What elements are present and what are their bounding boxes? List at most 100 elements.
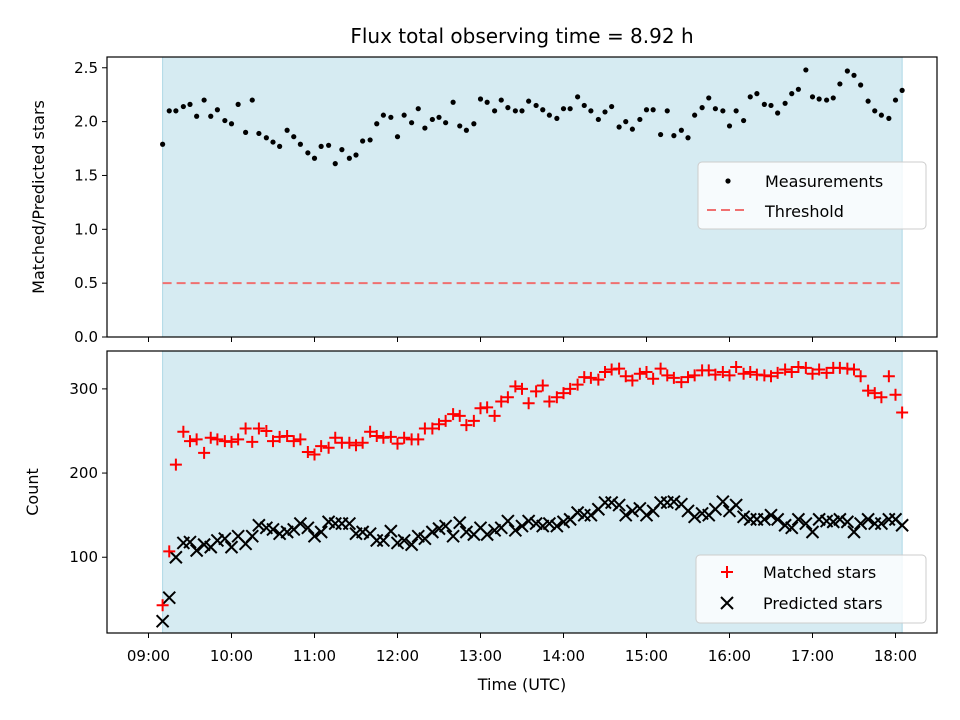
predicted-point [515, 519, 529, 533]
measurement-point [208, 113, 214, 119]
measurement-point [851, 72, 857, 78]
measurement-point [602, 109, 608, 115]
measurement-point [326, 142, 332, 148]
predicted-point [397, 533, 411, 548]
predicted-point [438, 519, 453, 533]
matched-point [702, 364, 715, 377]
matched-point [806, 367, 819, 380]
matched-point [384, 430, 397, 443]
matched-point [654, 362, 667, 375]
measurement-point [664, 108, 670, 114]
measurement-point [180, 103, 186, 110]
measurement-point [643, 107, 650, 113]
measurement-point [554, 115, 560, 121]
measurement-point [789, 91, 795, 97]
measurement-point [512, 108, 518, 114]
matched-point [633, 367, 646, 380]
measurement-point [360, 138, 366, 144]
x-tick-label: 10:00 [210, 647, 253, 665]
measurement-point [339, 147, 345, 153]
measurement-point [865, 98, 871, 104]
measurement-point [650, 107, 656, 113]
measurement-point [775, 110, 781, 116]
measurement-point [160, 141, 166, 147]
measurement-point [380, 112, 386, 118]
measurement-point [658, 131, 664, 138]
predicted-point [169, 550, 183, 564]
bottom-y-tick-label: 100 [69, 548, 98, 566]
measurement-point [277, 143, 283, 149]
matched-point [281, 430, 294, 443]
matched-point [765, 370, 777, 383]
matched-point [412, 433, 425, 446]
matched-point [184, 435, 196, 448]
matched-point [232, 433, 245, 446]
matched-point [688, 369, 701, 382]
predicted-point [584, 508, 598, 522]
predicted-point [729, 498, 743, 512]
measurement-point [166, 108, 172, 114]
matched-point [225, 435, 238, 448]
matched-point [481, 401, 494, 414]
measurement-point [726, 123, 733, 129]
matched-point [675, 376, 688, 389]
matched-point [647, 372, 660, 385]
predicted-point [895, 518, 909, 532]
top-y-tick-label: 0.0 [74, 328, 98, 346]
matched-point [453, 409, 466, 422]
matched-point [343, 436, 356, 449]
measurement-point [837, 81, 843, 87]
x-tick-label: 11:00 [293, 647, 336, 665]
measurement-point [409, 120, 415, 126]
measurement-point [332, 161, 338, 167]
x-tick-label: 15:00 [625, 647, 668, 665]
matched-point [613, 362, 626, 375]
matched-point [163, 545, 176, 558]
measurement-point [706, 95, 712, 101]
predicted-point [840, 515, 855, 529]
predicted-point [770, 512, 785, 527]
measurement-point [588, 108, 594, 114]
measurement-point [830, 95, 836, 101]
measurement-point [567, 106, 573, 112]
predicted-point [480, 527, 494, 542]
predicted-point [764, 508, 778, 522]
matched-point [571, 378, 584, 391]
matched-point [501, 391, 514, 404]
matched-point [198, 446, 211, 459]
measurement-point [214, 107, 220, 113]
predicted-point [861, 512, 875, 527]
measurement-point [768, 102, 774, 109]
matched-point [426, 422, 439, 435]
predicted-point [162, 590, 176, 605]
measurement-point [844, 68, 850, 74]
top-measurements-series [160, 67, 905, 167]
measurement-point [463, 127, 469, 133]
matched-point [709, 368, 722, 381]
matched-point [619, 370, 632, 383]
measurement-point [374, 121, 380, 127]
predicted-point [189, 543, 204, 558]
measurement-point [394, 134, 401, 140]
measurement-point [747, 94, 753, 100]
matched-point [350, 439, 362, 452]
measurement-point [297, 141, 303, 147]
matched-point [322, 441, 335, 454]
predicted-point [342, 516, 357, 531]
measurement-point [443, 120, 449, 126]
measurement-point [699, 105, 705, 111]
measurement-point [243, 129, 249, 135]
predicted-point [376, 533, 391, 548]
predicted-point [550, 519, 564, 533]
top-y-axis-label: Matched/Predicted stars [29, 100, 48, 294]
matched-point [896, 406, 909, 419]
top-x-ticks [148, 337, 896, 342]
measurement-point [526, 98, 532, 104]
measurement-point [367, 137, 373, 143]
predicted-point [799, 516, 813, 531]
matched-point [522, 397, 535, 410]
predicted-point [314, 525, 328, 539]
predicted-point [501, 514, 515, 528]
legend-predicted-label: Predicted stars [763, 594, 883, 613]
